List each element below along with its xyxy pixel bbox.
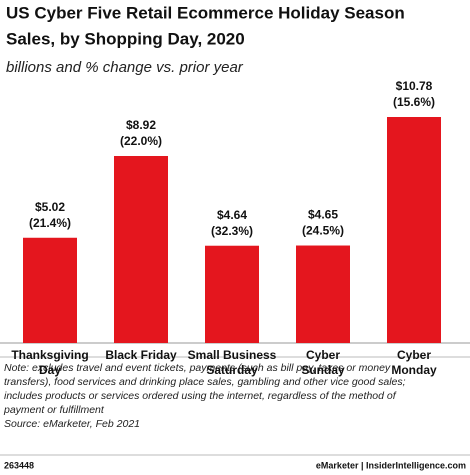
value-label: $4.64 <box>217 208 247 222</box>
x-tick-label: Sunday <box>301 363 345 377</box>
change-label: (22.0%) <box>120 134 162 148</box>
bar <box>296 245 350 343</box>
note: transfers), food services and drinking p… <box>4 376 406 388</box>
x-tick-label: Thanksgiving <box>11 348 88 362</box>
chart-title: US Cyber Five Retail Ecommerce Holiday S… <box>6 3 405 22</box>
x-tick-label: Small Business <box>188 348 277 362</box>
bar <box>387 117 441 343</box>
x-tick-label: Cyber <box>306 348 340 362</box>
x-tick-label: Black Friday <box>105 348 177 362</box>
note: Note: excludes travel and event tickets,… <box>4 362 391 374</box>
change-label: (15.6%) <box>393 95 435 109</box>
x-tick-label: Monday <box>391 363 437 377</box>
value-label: $10.78 <box>396 79 433 93</box>
brand: eMarketer | InsiderIntelligence.com <box>316 460 466 470</box>
bar <box>205 245 259 343</box>
note: payment or fulfillment <box>3 404 105 416</box>
value-label: $4.65 <box>308 208 338 222</box>
x-tick-label: Cyber <box>397 348 431 362</box>
value-label: $8.92 <box>126 118 156 132</box>
change-label: (24.5%) <box>302 224 344 238</box>
x-tick-label: Day <box>39 363 61 377</box>
bar <box>23 237 77 343</box>
bar <box>114 155 168 343</box>
chart-id: 263448 <box>4 460 34 470</box>
note: includes products or services ordered us… <box>4 390 397 402</box>
change-label: (21.4%) <box>29 216 71 230</box>
value-label: $5.02 <box>35 200 65 214</box>
chart-title: Sales, by Shopping Day, 2020 <box>6 29 245 48</box>
chart-subtitle: billions and % change vs. prior year <box>6 59 244 76</box>
note: Source: eMarketer, Feb 2021 <box>4 418 140 430</box>
x-tick-label: Saturday <box>206 363 258 377</box>
change-label: (32.3%) <box>211 224 253 238</box>
